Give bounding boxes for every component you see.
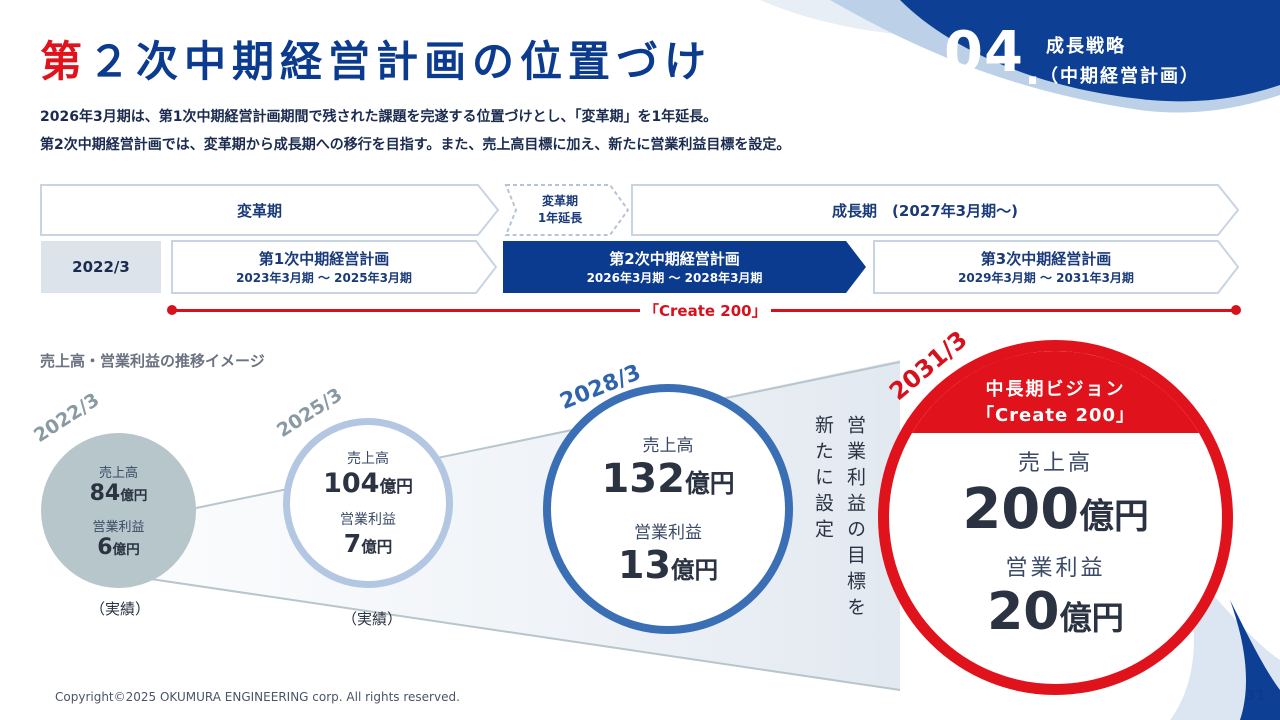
lead-text-line2: 第2次中期経営計画では、変革期から成長期への移行を目指す。また、売上高目標に加え…	[40, 137, 791, 153]
actual-note-2025: （実績）	[342, 610, 403, 628]
plan3-title: 第3次中期経営計画	[980, 250, 1112, 268]
plan1-title: 第1次中期経営計画	[258, 250, 390, 268]
extension-label-line2: 1年延長	[537, 211, 583, 225]
copyright: Copyright©2025 OKUMURA ENGINEERING corp.…	[55, 690, 460, 704]
profit-value: 20億円	[987, 582, 1124, 642]
sales-value: 84億円	[89, 480, 148, 506]
section-number: 04	[944, 20, 1024, 85]
henkaku-label: 変革期	[236, 201, 282, 220]
plan1-box: 第1次中期経営計画 2023年3月期 ～ 2025年3月期	[172, 241, 476, 293]
profit-label: 営業利益	[1005, 556, 1106, 581]
year-start-box: 2022/3	[41, 241, 161, 293]
sales-label: 売上高	[642, 436, 694, 456]
profit-value: 7億円	[343, 529, 393, 558]
page-title: 第２次中期経営計画の位置づけ	[40, 37, 713, 86]
plan2-arrow	[503, 241, 866, 293]
section-title-line2: （中期経営計画）	[1040, 66, 1200, 87]
circle-2028: 売上高 132億円 営業利益 13億円	[543, 384, 793, 634]
actual-note-2022: （実績）	[90, 600, 151, 618]
sales-value: 132億円	[601, 456, 735, 502]
profit-value: 13億円	[618, 543, 718, 587]
lead-text-line1: 2026年3月期は、第1次中期経営計画期間で残された課題を完遂する位置づけとし、…	[40, 109, 718, 125]
range-start-dot	[167, 305, 177, 315]
extension-arrow	[504, 184, 630, 236]
plan2-box: 第2次中期経営計画 2026年3月期 ～ 2028年3月期	[503, 241, 846, 293]
plan3-period: 2029年3月期 ～ 2031年3月期	[958, 271, 1134, 285]
section-dot: .	[1025, 48, 1041, 94]
vision-line2: 「Create 200」	[975, 405, 1136, 426]
extension-label-line1: 変革期	[541, 194, 578, 208]
plan1-arrow	[171, 240, 498, 294]
extension-label: 変革期 1年延長	[510, 187, 610, 233]
sales-label: 売上高	[98, 465, 138, 481]
seichou-label: 成長期 (2027年3月期～)	[832, 201, 1018, 220]
circle-2031: 中長期ビジョン 「Create 200」 売上高 200億円 営業利益 20億円	[878, 340, 1233, 695]
circle-2022: 売上高 84億円 営業利益 6億円	[41, 433, 196, 588]
section-subtitle: 売上高・営業利益の推移イメージ	[40, 352, 265, 370]
vertical-note-col2: 新たに設定	[812, 415, 834, 545]
timeline-arrows	[40, 184, 1240, 294]
plan3-box: 第3次中期経営計画 2029年3月期 ～ 2031年3月期	[874, 241, 1218, 293]
vertical-note-col1: 営業利益の目標を	[844, 415, 866, 623]
profit-label: 営業利益	[340, 512, 396, 528]
sales-label: 売上高	[347, 451, 389, 467]
page-number: 31	[1246, 688, 1266, 704]
plan1-period: 2023年3月期 ～ 2025年3月期	[236, 271, 412, 285]
create200-label: 「Create 200」	[640, 300, 771, 321]
seichou-arrow	[631, 184, 1240, 236]
circle-2025: 売上高 104億円 営業利益 7億円	[283, 418, 453, 588]
section-title-line1: 成長戦略	[1046, 36, 1126, 57]
sales-label: 売上高	[1017, 451, 1093, 476]
sales-value: 104億円	[323, 468, 413, 499]
plan2-title: 第2次中期経営計画	[609, 250, 740, 268]
plan3-arrow	[873, 240, 1240, 294]
range-end-dot	[1231, 305, 1241, 315]
profit-label: 営業利益	[92, 519, 145, 535]
profit-value: 6億円	[97, 534, 140, 560]
sales-value: 200億円	[962, 477, 1149, 542]
henkaku-arrow	[40, 184, 500, 236]
profit-label: 営業利益	[634, 523, 702, 543]
plan2-period: 2026年3月期 ～ 2028年3月期	[586, 271, 763, 285]
vision-line1: 中長期ビジョン	[985, 379, 1126, 400]
